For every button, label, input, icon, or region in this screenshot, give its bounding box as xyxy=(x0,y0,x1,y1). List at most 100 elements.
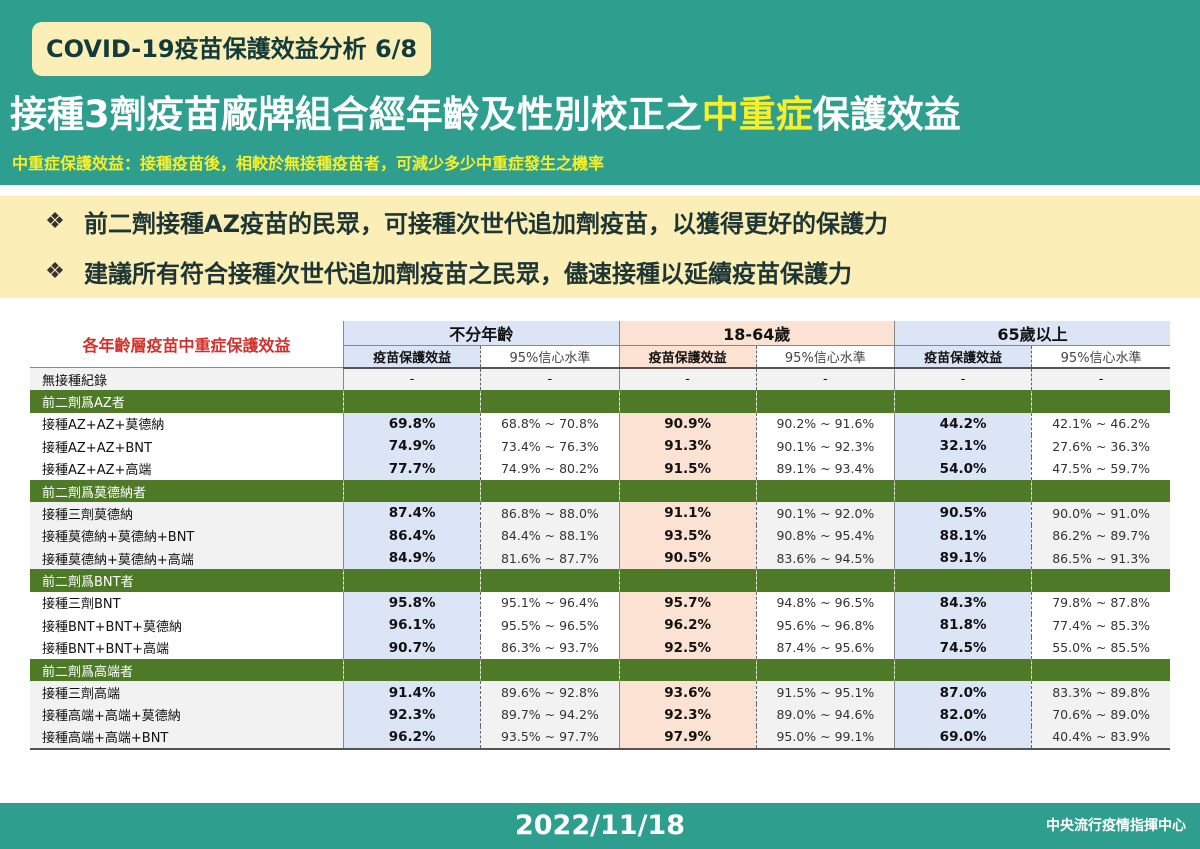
table-row: 接種三劑莫德納 87.4% 86.8% ~ 88.0% 91.1% 90.1% ~ 92… xyxy=(30,502,1170,525)
table-row: 接種高端+高端+莫德納 92.3% 89.7% ~ 94.2% 92.3% 89.0% … xyxy=(30,703,1170,727)
group-header-65-plus: 65歲以上 xyxy=(893,321,1170,346)
section-filler-cell xyxy=(893,479,1032,503)
efficacy-value: 91.4% xyxy=(343,681,481,704)
table-row: 接種三劑BNT 95.8% 95.1% ~ 96.4% 95.7% 94.8% ~ 96… xyxy=(30,591,1170,615)
row-label: 接種AZ+AZ+高端 xyxy=(30,457,344,480)
efficacy-value: 77.7% xyxy=(343,457,481,480)
efficacy-value: 84.9% xyxy=(343,547,481,570)
note-2: ❖ 建議所有符合接種次世代追加劑疫苗之民眾，儘速接種以延續疫苗保護力 xyxy=(38,248,852,294)
row-label: 接種莫德納+莫德納+BNT xyxy=(30,524,344,548)
efficacy-value: 69.8% xyxy=(343,412,481,436)
ci-value: 89.1% ~ 93.4% xyxy=(755,457,895,480)
diamond-bullet-icon: ❖ xyxy=(45,258,65,284)
table-row: 接種三劑高端 91.4% 89.6% ~ 92.8% 93.6% 91.5% ~ 95.… xyxy=(30,681,1170,704)
ci-value: 89.0% ~ 94.6% xyxy=(755,703,895,727)
efficacy-value: 92.3% xyxy=(618,703,757,727)
section-filler-cell xyxy=(1031,658,1170,682)
table-row: 接種高端+高端+BNT 96.2% 93.5% ~ 97.7% 97.9% 95.0% … xyxy=(30,726,1170,750)
ci-value: - xyxy=(1031,367,1170,391)
section-header-row: 前二劑爲AZ者 xyxy=(30,390,1170,413)
ci-value: 83.6% ~ 94.5% xyxy=(755,547,895,570)
ci-value: 81.6% ~ 87.7% xyxy=(480,547,620,570)
row-label: 接種BNT+BNT+高端 xyxy=(30,636,344,659)
diamond-bullet-icon: ❖ xyxy=(45,208,65,234)
ci-value: 87.4% ~ 95.6% xyxy=(755,636,895,659)
section-filler-cell xyxy=(343,658,481,682)
section-filler-cell xyxy=(893,390,1032,413)
group-header-row: 各年齡層疫苗中重症保護效益 不分年齡 18-64歲 65歲以上 xyxy=(30,321,1170,369)
ci-value: 90.2% ~ 91.6% xyxy=(755,412,895,436)
efficacy-value: 87.4% xyxy=(343,502,481,525)
header-banner: COVID-19疫苗保護效益分析 6/8 接種3劑疫苗廠牌組合經年齡及性別校正之… xyxy=(0,0,1200,185)
efficacy-value: 91.3% xyxy=(618,435,757,458)
subheader-efficacy: 疫苗保護效益 xyxy=(618,345,757,369)
ci-value: 95.6% ~ 96.8% xyxy=(755,614,895,637)
efficacy-value: 90.5% xyxy=(893,502,1032,525)
ci-value: 79.8% ~ 87.8% xyxy=(1031,591,1170,615)
ci-value: 42.1% ~ 46.2% xyxy=(1031,412,1170,436)
efficacy-value: 32.1% xyxy=(893,435,1032,458)
ci-value: 68.8% ~ 70.8% xyxy=(480,412,620,436)
efficacy-value: 84.3% xyxy=(893,591,1032,615)
efficacy-value: 92.5% xyxy=(618,636,757,659)
section-filler-cell xyxy=(1031,569,1170,592)
efficacy-value: 69.0% xyxy=(893,726,1032,750)
section-filler-cell xyxy=(343,390,481,413)
row-label: 接種三劑莫德納 xyxy=(30,502,344,525)
row-label: 接種三劑BNT xyxy=(30,591,344,615)
key-notes: ❖ 前二劑接種AZ疫苗的民眾，可接種次世代追加劑疫苗，以獲得更好的保護力 ❖ 建… xyxy=(0,196,1200,298)
row-label: 接種高端+高端+莫德納 xyxy=(30,703,344,727)
section-filler-cell xyxy=(755,479,895,503)
section-filler-cell xyxy=(1031,390,1170,413)
subheader-efficacy: 疫苗保護效益 xyxy=(343,345,481,369)
ci-value: 90.0% ~ 91.0% xyxy=(1031,502,1170,525)
section-filler-cell xyxy=(755,390,895,413)
note-1: ❖ 前二劑接種AZ疫苗的民眾，可接種次世代追加劑疫苗，以獲得更好的保護力 xyxy=(38,198,888,244)
efficacy-value: - xyxy=(893,367,1032,391)
group-header-all-ages: 不分年齡 xyxy=(343,321,620,346)
ci-value: 74.9% ~ 80.2% xyxy=(480,457,620,480)
section-filler-cell xyxy=(618,569,757,592)
efficacy-value: 97.9% xyxy=(618,726,757,750)
sub-header-row: 疫苗保護效益 95%信心水準 疫苗保護效益 95%信心水準 疫苗保護效益 95%… xyxy=(30,345,1170,369)
section-filler-cell xyxy=(480,390,620,413)
ci-value: 86.2% ~ 89.7% xyxy=(1031,524,1170,548)
table-row: 接種BNT+BNT+莫德納 96.1% 95.5% ~ 96.5% 96.2% 95.6… xyxy=(30,614,1170,637)
table-title: 各年齡層疫苗中重症保護效益 xyxy=(30,321,344,369)
section-title: 前二劑爲莫德納者 xyxy=(30,479,344,503)
group-header-18-64: 18-64歲 xyxy=(618,321,895,346)
section-title: 前二劑爲AZ者 xyxy=(30,390,344,413)
efficacy-value: 86.4% xyxy=(343,524,481,548)
ci-value: 86.5% ~ 91.3% xyxy=(1031,547,1170,570)
ci-value: 89.6% ~ 92.8% xyxy=(480,681,620,704)
efficacy-value: 90.5% xyxy=(618,547,757,570)
table-row: 接種AZ+AZ+高端 77.7% 74.9% ~ 80.2% 91.5% 89.1% ~… xyxy=(30,457,1170,480)
efficacy-value: 90.9% xyxy=(618,412,757,436)
definition-text: 中重症保護效益：接種疫苗後，相較於無接種疫苗者，可減少多少中重症發生之機率 xyxy=(12,154,605,173)
table-row: 接種AZ+AZ+莫德納 69.8% 68.8% ~ 70.8% 90.9% 90.2% … xyxy=(30,412,1170,436)
section-title: 前二劑爲BNT者 xyxy=(30,569,344,592)
ci-value: - xyxy=(755,367,895,391)
subheader-ci: 95%信心水準 xyxy=(1031,345,1170,369)
section-header-row: 前二劑爲高端者 xyxy=(30,658,1170,682)
section-filler-cell xyxy=(480,569,620,592)
series-tag: COVID-19疫苗保護效益分析 6/8 xyxy=(32,22,432,76)
section-header-row: 前二劑爲莫德納者 xyxy=(30,479,1170,503)
efficacy-value: 96.2% xyxy=(343,726,481,750)
organization-name: 中央流行疫情指揮中心 xyxy=(1046,818,1186,834)
title-part2: 保護效益 xyxy=(812,93,961,136)
efficacy-value: - xyxy=(618,367,757,391)
section-filler-cell xyxy=(480,479,620,503)
section-header-row: 前二劑爲BNT者 xyxy=(30,569,1170,592)
ci-value: 27.6% ~ 36.3% xyxy=(1031,435,1170,458)
efficacy-value: 93.6% xyxy=(618,681,757,704)
efficacy-value: 95.7% xyxy=(618,591,757,615)
table-row: 接種莫德納+莫德納+BNT 86.4% 84.4% ~ 88.1% 93.5% 90.8… xyxy=(30,524,1170,548)
efficacy-value: 54.0% xyxy=(893,457,1032,480)
publish-date: 2022/11/18 xyxy=(514,810,685,841)
note-text: 前二劑接種AZ疫苗的民眾，可接種次世代追加劑疫苗，以獲得更好的保護力 xyxy=(84,209,888,238)
efficacy-value: 88.1% xyxy=(893,524,1032,548)
subheader-efficacy: 疫苗保護效益 xyxy=(893,345,1032,369)
ci-value: 86.3% ~ 93.7% xyxy=(480,636,620,659)
ci-value: 90.8% ~ 95.4% xyxy=(755,524,895,548)
